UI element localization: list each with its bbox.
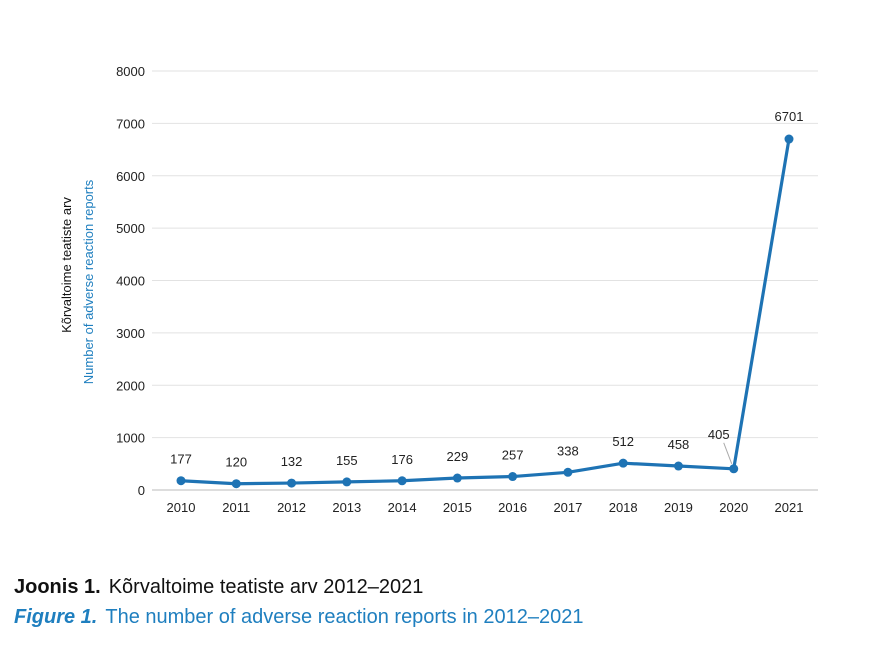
- caption-estonian: Joonis 1. Kõrvaltoime teatiste arv 2012–2…: [14, 576, 423, 599]
- series-line: [179, 137, 791, 486]
- y-axis-label-en: Number of adverse reaction reports: [81, 179, 96, 384]
- y-tick-label: 4000: [116, 274, 145, 289]
- gridlines: [152, 70, 818, 491]
- data-label: 512: [612, 434, 634, 449]
- x-axis-ticks: 2010 2011 2012 2013 2014 2015 2016 2017 2018 2019…: [167, 500, 804, 515]
- y-tick-label: 5000: [116, 221, 145, 236]
- caption-en-text: The number of adverse reaction reports i…: [105, 606, 584, 628]
- caption-en-number: Figure 1.: [14, 606, 98, 628]
- y-tick-label: 7000: [116, 116, 145, 131]
- data-point: [508, 472, 518, 482]
- data-point: [673, 461, 683, 471]
- y-tick-label: 0: [138, 483, 145, 498]
- y-tick-label: 1000: [116, 431, 145, 446]
- x-tick-label: 2011: [222, 500, 250, 515]
- x-tick-label: 2016: [498, 500, 527, 515]
- caption-et-text: Kõrvaltoime teatiste arv 2012–2021: [108, 576, 424, 598]
- data-point: [563, 467, 573, 477]
- data-point: [342, 477, 352, 487]
- x-tick-label: 2015: [443, 500, 472, 515]
- data-labels: 177 120 132 155 176 229 257 338 512 458 405 6701: [170, 109, 803, 470]
- data-point: [176, 476, 186, 486]
- data-label: 177: [170, 452, 192, 467]
- y-axis-label-et: Kõrvaltoime teatiste arv: [59, 197, 74, 333]
- x-tick-label: 2010: [167, 500, 196, 515]
- y-tick-label: 8000: [116, 64, 145, 79]
- y-tick-label: 2000: [116, 378, 145, 393]
- x-tick-label: 2017: [553, 500, 582, 515]
- data-point: [784, 134, 794, 144]
- caption-et-number: Joonis 1.: [14, 576, 101, 598]
- x-tick-label: 2013: [332, 500, 361, 515]
- x-tick-label: 2018: [609, 500, 638, 515]
- data-label: 6701: [775, 109, 804, 124]
- x-tick-label: 2020: [719, 500, 748, 515]
- x-tick-label: 2014: [388, 500, 417, 515]
- data-point: [287, 478, 297, 488]
- data-point: [397, 476, 407, 486]
- y-axis-title: Kõrvaltoime teatiste arv Number of adver…: [59, 179, 96, 384]
- data-point: [729, 464, 739, 474]
- x-tick-label: 2021: [775, 500, 804, 515]
- data-label: 132: [281, 454, 303, 469]
- x-tick-label: 2019: [664, 500, 693, 515]
- data-label: 120: [225, 455, 247, 470]
- data-label: 338: [557, 443, 579, 458]
- data-label-leader: [723, 442, 733, 464]
- data-point: [452, 473, 462, 483]
- data-points: [176, 134, 794, 489]
- x-tick-label: 2012: [277, 500, 306, 515]
- data-label: 405: [708, 427, 730, 442]
- data-label: 176: [391, 452, 413, 467]
- y-tick-label: 3000: [116, 326, 145, 341]
- data-label: 257: [502, 448, 524, 463]
- y-axis-ticks: 0 1000 2000 3000 4000 5000 6000 7000 8000: [116, 64, 145, 498]
- y-tick-label: 6000: [116, 169, 145, 184]
- caption-english: Figure 1. The number of adverse reaction …: [14, 606, 583, 629]
- data-point: [231, 479, 241, 489]
- data-label: 229: [447, 449, 469, 464]
- data-label: 155: [336, 453, 358, 468]
- data-point: [618, 458, 628, 468]
- data-label: 458: [668, 437, 690, 452]
